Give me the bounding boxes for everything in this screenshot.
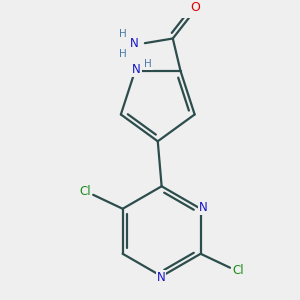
Text: H: H [119, 29, 127, 39]
Text: N: N [157, 271, 165, 284]
Text: O: O [190, 1, 200, 14]
Text: N: N [199, 202, 208, 214]
Text: H: H [144, 59, 152, 69]
Text: Cl: Cl [80, 185, 91, 198]
Text: N: N [132, 63, 141, 76]
Text: Cl: Cl [232, 264, 244, 277]
Text: N: N [130, 38, 138, 50]
Text: H: H [119, 49, 127, 59]
